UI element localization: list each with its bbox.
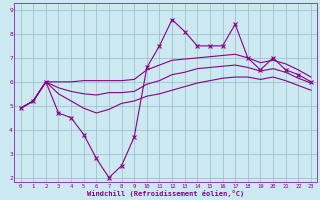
X-axis label: Windchill (Refroidissement éolien,°C): Windchill (Refroidissement éolien,°C) — [87, 190, 244, 197]
